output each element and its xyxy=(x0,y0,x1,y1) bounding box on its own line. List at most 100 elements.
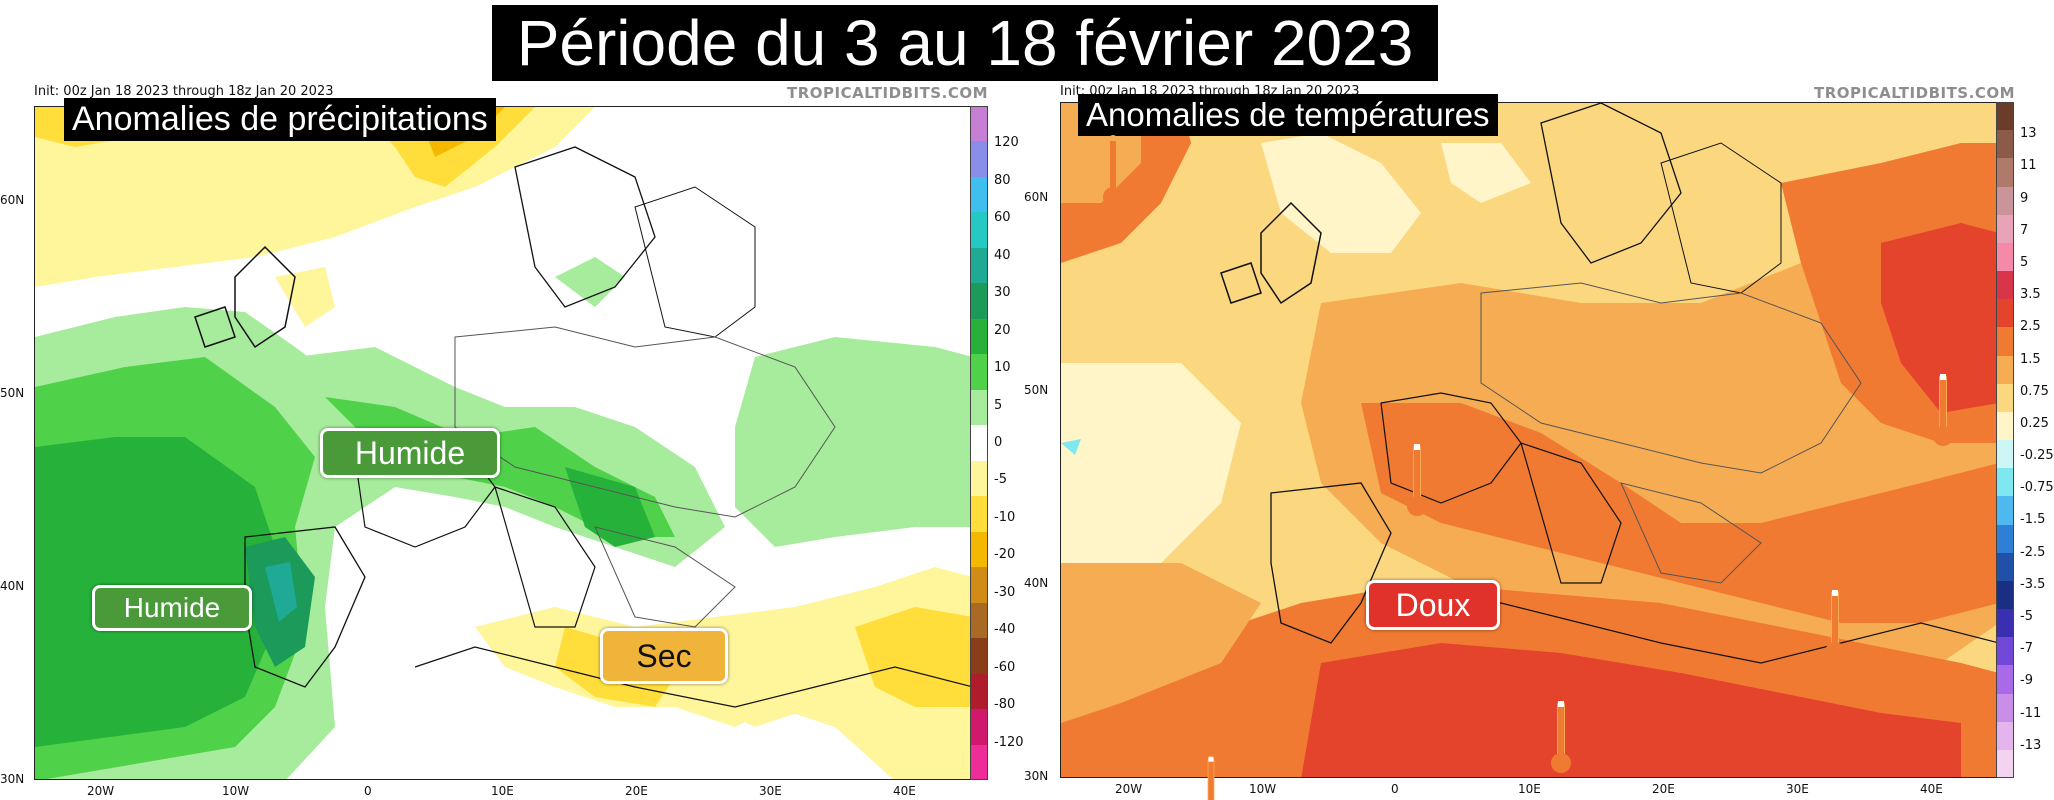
temp-colorbar: 13 11 9 7 5 3.5 2.5 1.5 0.75 0.25 -0.25 -0.75 -1.5 -2… xyxy=(1996,102,2054,779)
colorbar-swatch xyxy=(970,106,988,142)
colorbar-swatch xyxy=(1996,299,2014,328)
lon-label-10w: 10W xyxy=(1249,782,1277,796)
colorbar-swatch xyxy=(970,567,988,604)
tag-doux: Doux xyxy=(1366,580,1500,630)
precipitation-panel: Init: 00z Jan 18 2023 through 18z Jan 20… xyxy=(0,80,1024,800)
colorbar-swatch xyxy=(970,354,988,391)
colorbar-swatch xyxy=(1996,580,2014,610)
colorbar-label: -30 xyxy=(994,584,1016,600)
colorbar-swatch xyxy=(1996,749,2014,779)
colorbar-label: -5 xyxy=(2020,609,2033,625)
colorbar-swatch xyxy=(1996,721,2014,751)
lon-label-30e: 30E xyxy=(759,784,782,798)
lon-label-40e: 40E xyxy=(893,784,916,798)
lon-label-0: 0 xyxy=(1391,782,1399,796)
colorbar-label: -1.5 xyxy=(2020,512,2046,528)
colorbar-swatch xyxy=(970,425,988,462)
colorbar-swatch xyxy=(1996,609,2014,638)
colorbar-label: -7 xyxy=(2020,641,2033,657)
colorbar-label: -40 xyxy=(994,622,1016,638)
colorbar-swatch xyxy=(1996,214,2014,244)
colorbar-swatch xyxy=(1996,552,2014,582)
lat-label-50n: 50N xyxy=(1024,383,1049,397)
lon-label-20e: 20E xyxy=(625,784,648,798)
colorbar-label: -80 xyxy=(994,697,1016,713)
colorbar-frame xyxy=(970,106,988,780)
colorbar-label: 9 xyxy=(2020,190,2029,206)
precip-colorbar: 120 80 60 40 30 20 10 5 0 -5 -10 -20 -30 -40 -60 -80 -12… xyxy=(970,106,1024,781)
colorbar-label: 0 xyxy=(994,435,1003,450)
colorbar-swatch xyxy=(970,318,988,355)
thermometer-icon xyxy=(1551,701,1571,773)
lon-label-30e: 30E xyxy=(1786,782,1809,796)
lat-label-40n: 40N xyxy=(1024,576,1049,590)
site-label: TROPICALTIDBITS.COM xyxy=(787,84,988,102)
thermometer-icon xyxy=(1207,756,1215,800)
colorbar-swatch xyxy=(1996,637,2014,666)
colorbar-swatch xyxy=(970,141,988,178)
colorbar-swatch xyxy=(970,389,988,426)
colorbar-label: -20 xyxy=(994,547,1016,563)
colorbar-label: 5 xyxy=(994,397,1003,413)
colorbar-label: -0.25 xyxy=(2020,448,2054,464)
colorbar-swatch xyxy=(1996,411,2014,441)
colorbar-swatch xyxy=(970,283,988,320)
lon-label-10e: 10E xyxy=(1518,782,1541,796)
colorbar-swatch xyxy=(970,744,988,781)
colorbar-label: -11 xyxy=(2020,705,2042,721)
temperature-field xyxy=(1061,103,1997,777)
colorbar-swatch xyxy=(1996,271,2014,300)
colorbar-swatch xyxy=(970,531,988,568)
overlay-title: Anomalies de précipitations xyxy=(64,98,496,141)
thermometer-icon xyxy=(1825,590,1845,662)
thermometer-icon xyxy=(1103,135,1123,207)
colorbar-label: 0.75 xyxy=(2020,383,2049,399)
lat-label-30n: 30N xyxy=(1024,769,1049,783)
colorbar-swatch xyxy=(970,247,988,284)
colorbar-swatch xyxy=(1996,496,2014,525)
main-title: Période du 3 au 18 février 2023 xyxy=(492,5,1438,81)
lon-label-10e: 10E xyxy=(491,784,514,798)
lon-label-20e: 20E xyxy=(1652,782,1675,796)
colorbar-swatch xyxy=(1996,524,2014,554)
lon-label-20w: 20W xyxy=(87,784,115,798)
lat-label-60n: 60N xyxy=(1024,190,1049,204)
colorbar-swatch xyxy=(1996,355,2014,385)
lat-label-30n: 30N xyxy=(0,772,25,786)
colorbar-swatch xyxy=(970,212,988,249)
temperature-map xyxy=(1060,102,1998,778)
colorbar-swatch xyxy=(970,638,988,675)
colorbar-label: 0.25 xyxy=(2020,415,2049,431)
colorbar-swatch xyxy=(1996,242,2014,272)
colorbar-swatch xyxy=(970,709,988,746)
colorbar-label: 5 xyxy=(2020,254,2029,270)
colorbar-swatch xyxy=(1996,693,2014,723)
colorbar-label: -0.75 xyxy=(2020,480,2054,496)
colorbar-swatch xyxy=(1996,665,2014,694)
colorbar-label: 1.5 xyxy=(2020,351,2041,367)
colorbar-label: 40 xyxy=(994,247,1011,263)
colorbar-label: -2.5 xyxy=(2020,544,2046,560)
precipitation-map xyxy=(34,106,972,780)
thermometer-icon xyxy=(1933,374,1953,446)
colorbar-swatch xyxy=(970,460,988,497)
colorbar-swatch xyxy=(1996,130,2014,159)
temperature-panel: Init: 00z Jan 18 2023 through 18z Jan 20… xyxy=(1024,80,2054,800)
colorbar-swatch xyxy=(1996,186,2014,216)
colorbar-label: -9 xyxy=(2020,673,2033,689)
overlay-title: Anomalies de températures xyxy=(1078,94,1498,136)
colorbar-label: 20 xyxy=(994,322,1011,338)
colorbar-swatch xyxy=(970,602,988,639)
colorbar-label: 30 xyxy=(994,285,1011,301)
colorbar-swatch xyxy=(1996,440,2014,469)
colorbar-swatch xyxy=(1996,158,2014,187)
tag-humide-central: Humide xyxy=(320,428,500,478)
colorbar-frame xyxy=(1996,102,2014,778)
colorbar-swatch xyxy=(970,176,988,213)
tag-sec: Sec xyxy=(600,628,728,684)
colorbar-swatch xyxy=(1996,102,2014,131)
colorbar-label: -60 xyxy=(994,659,1016,675)
colorbar-label: 10 xyxy=(994,360,1011,376)
colorbar-label: 2.5 xyxy=(2020,319,2041,335)
